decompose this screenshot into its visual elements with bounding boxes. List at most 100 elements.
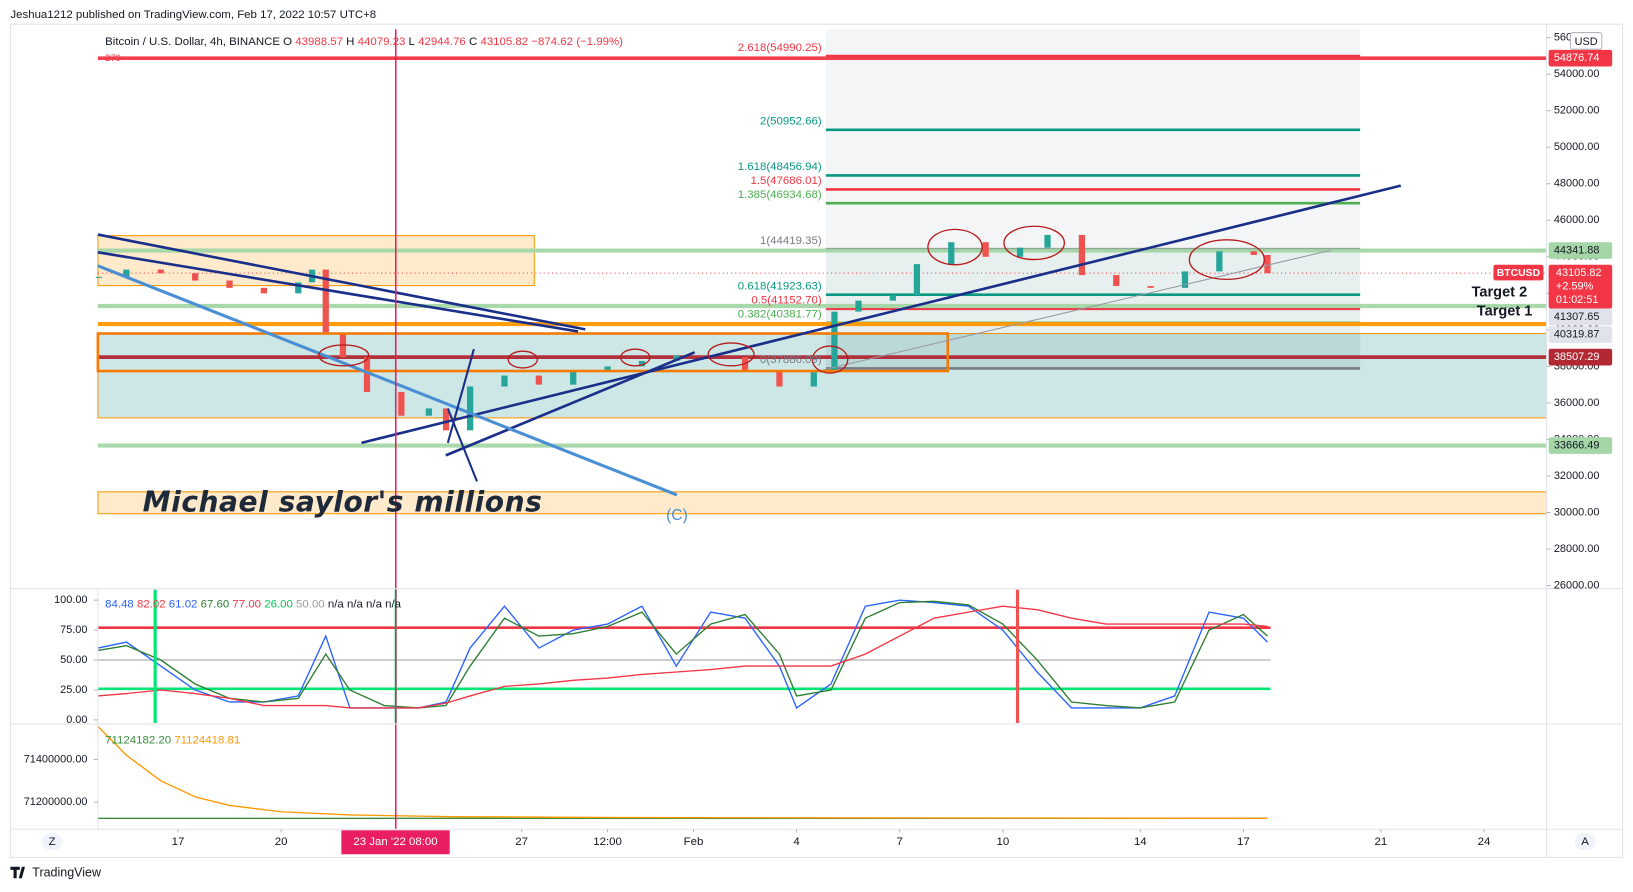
y-tick-label: 38000.00	[1554, 360, 1600, 372]
trend-line	[446, 348, 475, 444]
y-tick-label: 28000.00	[1554, 543, 1600, 555]
candle	[855, 300, 862, 312]
ellipse	[1003, 225, 1066, 261]
candle	[1216, 251, 1223, 272]
candle	[810, 371, 817, 387]
frame	[9, 23, 1624, 858]
candle	[1044, 234, 1051, 248]
x-tick-label: 17	[172, 836, 185, 848]
x-tick-label: Feb	[684, 836, 704, 848]
candle	[322, 269, 329, 334]
trend-line	[445, 351, 696, 457]
ohlc-value: 44079.23	[358, 36, 406, 48]
series-line	[97, 725, 1268, 819]
ohlc-value: 43988.57	[295, 36, 343, 48]
price-tag	[1548, 348, 1613, 366]
candle	[741, 357, 749, 372]
y-tick-label: 32000.00	[1554, 470, 1600, 482]
legend-value: 71124418.81	[174, 735, 240, 747]
candle	[1113, 275, 1120, 287]
y-tick-label: 75.00	[60, 624, 87, 636]
legend-value: 61.02	[169, 598, 198, 610]
publisher-line: Jeshua1212 published on TradingView.com,…	[10, 9, 376, 21]
footer-brand: TradingView	[32, 865, 102, 879]
legend-value: 71124182.20	[105, 735, 171, 747]
wave-label: (C)	[666, 507, 688, 524]
candle	[425, 408, 432, 416]
symbol-line: Bitcoin / U.S. Dollar, 4h, BINANCE O 439…	[105, 36, 623, 48]
price-tag	[1548, 308, 1613, 326]
fib-label: 1(44419.35)	[760, 235, 822, 247]
trend-line	[97, 233, 586, 331]
candle	[226, 280, 233, 288]
fib-zone	[825, 29, 1361, 369]
fib-label: 0.5(41152.70)	[751, 295, 822, 307]
ellipse	[707, 342, 755, 367]
candle	[1147, 286, 1154, 288]
x-tick-label: 17	[1237, 836, 1250, 848]
legend-value: n/a	[366, 598, 383, 610]
price-tag	[1548, 49, 1613, 67]
price-tag	[1548, 242, 1613, 259]
candle	[466, 386, 474, 431]
candle	[604, 366, 611, 371]
candle	[501, 375, 508, 387]
candle	[889, 295, 896, 301]
fib-label: 0(37886.09)	[760, 354, 822, 366]
y-tick-label: 100.00	[54, 594, 87, 606]
highlight-ellipses	[318, 225, 1266, 374]
button[interactable]	[41, 833, 63, 851]
trend-line	[446, 408, 478, 482]
legend-value: 50.00	[296, 598, 325, 610]
y-tick-label: 71400000.00	[24, 753, 88, 765]
sub-label: 279	[105, 53, 121, 63]
price-tag	[1548, 326, 1613, 343]
candle	[363, 357, 371, 392]
crosshair-tag	[341, 830, 450, 855]
trend-line	[97, 264, 678, 497]
ohlc-key: C	[469, 36, 477, 48]
candle	[570, 370, 577, 385]
crosshair-label: 23 Jan '22 08:00	[353, 836, 437, 848]
candle	[123, 269, 130, 277]
candle	[913, 264, 921, 296]
x-tick-label: 14	[1134, 836, 1147, 848]
y-tick-label: 50000.00	[1554, 141, 1600, 153]
ellipse	[318, 344, 370, 367]
auto-button[interactable]: A	[1581, 836, 1589, 848]
price-tag-label: 38507.29	[1554, 351, 1600, 363]
target-label: Target 2	[1472, 285, 1528, 301]
x-tick-label: 21	[1375, 836, 1388, 848]
ohlc-value: 42944.76	[418, 36, 466, 48]
candle	[638, 360, 646, 367]
zone-box	[96, 332, 950, 373]
candle	[982, 242, 989, 257]
ohlc-key: H	[346, 36, 354, 48]
trend-line	[822, 249, 1332, 371]
scale-button[interactable]: Z	[49, 836, 56, 848]
logo	[10, 866, 25, 879]
price-tag-label: 33666.49	[1554, 439, 1600, 451]
candle	[673, 355, 680, 361]
ohlc-value: 43105.82	[480, 36, 528, 48]
background	[9, 23, 1624, 858]
fib-label: 2(50952.66)	[760, 116, 822, 128]
annotation: Michael saylor's millions	[143, 485, 543, 518]
fib-label: 0.618(41923.63)	[738, 280, 822, 292]
candle	[535, 375, 542, 385]
series-line	[97, 605, 1268, 709]
y-tick-label: 30000.00	[1554, 506, 1600, 518]
legend-value: n/a	[385, 598, 402, 610]
last-price-tag	[1548, 264, 1613, 309]
series-line	[97, 599, 1268, 709]
candle	[1264, 254, 1271, 274]
ellipse	[507, 350, 539, 369]
y-tick-label: 48000.00	[1554, 178, 1600, 190]
y-tick-label: 50.00	[60, 654, 87, 666]
y-tick-label: 71200000.00	[24, 796, 88, 808]
y-tick-label: 0.00	[66, 714, 87, 726]
button[interactable]	[1574, 833, 1596, 851]
pane-legend: 71124182.20 71124418.81	[105, 735, 240, 747]
legend-value: 67.60	[201, 598, 230, 610]
